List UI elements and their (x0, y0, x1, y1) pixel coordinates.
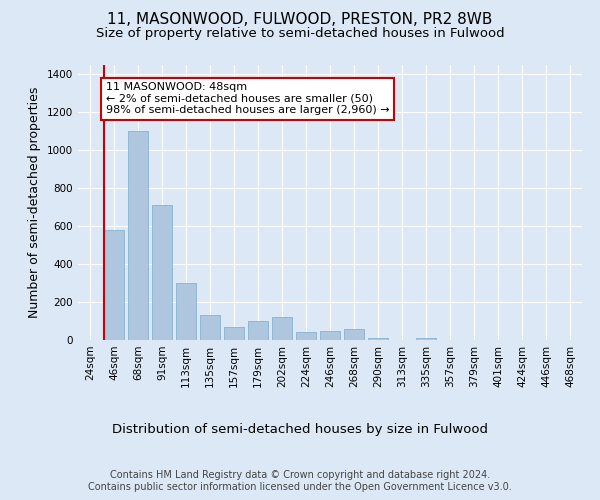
Bar (128, 132, 148, 340)
Bar (152, 206, 172, 340)
Bar (176, 283, 196, 340)
Text: 11 MASONWOOD: 48sqm
← 2% of semi-detached houses are smaller (50)
98% of semi-de: 11 MASONWOOD: 48sqm ← 2% of semi-detache… (106, 82, 389, 116)
Bar (344, 328, 364, 340)
Bar (200, 316, 220, 340)
Bar (296, 332, 316, 340)
Bar (104, 230, 124, 340)
Text: Size of property relative to semi-detached houses in Fulwood: Size of property relative to semi-detach… (95, 28, 505, 40)
Bar (248, 321, 268, 340)
Bar (368, 338, 388, 340)
Bar (416, 338, 436, 340)
Bar (320, 330, 340, 340)
Bar (272, 317, 292, 340)
Y-axis label: Number of semi-detached properties: Number of semi-detached properties (28, 87, 41, 318)
Text: Contains HM Land Registry data © Crown copyright and database right 2024.
Contai: Contains HM Land Registry data © Crown c… (88, 470, 512, 492)
Bar (224, 326, 244, 340)
Text: 11, MASONWOOD, FULWOOD, PRESTON, PR2 8WB: 11, MASONWOOD, FULWOOD, PRESTON, PR2 8WB (107, 12, 493, 28)
Text: Distribution of semi-detached houses by size in Fulwood: Distribution of semi-detached houses by … (112, 422, 488, 436)
